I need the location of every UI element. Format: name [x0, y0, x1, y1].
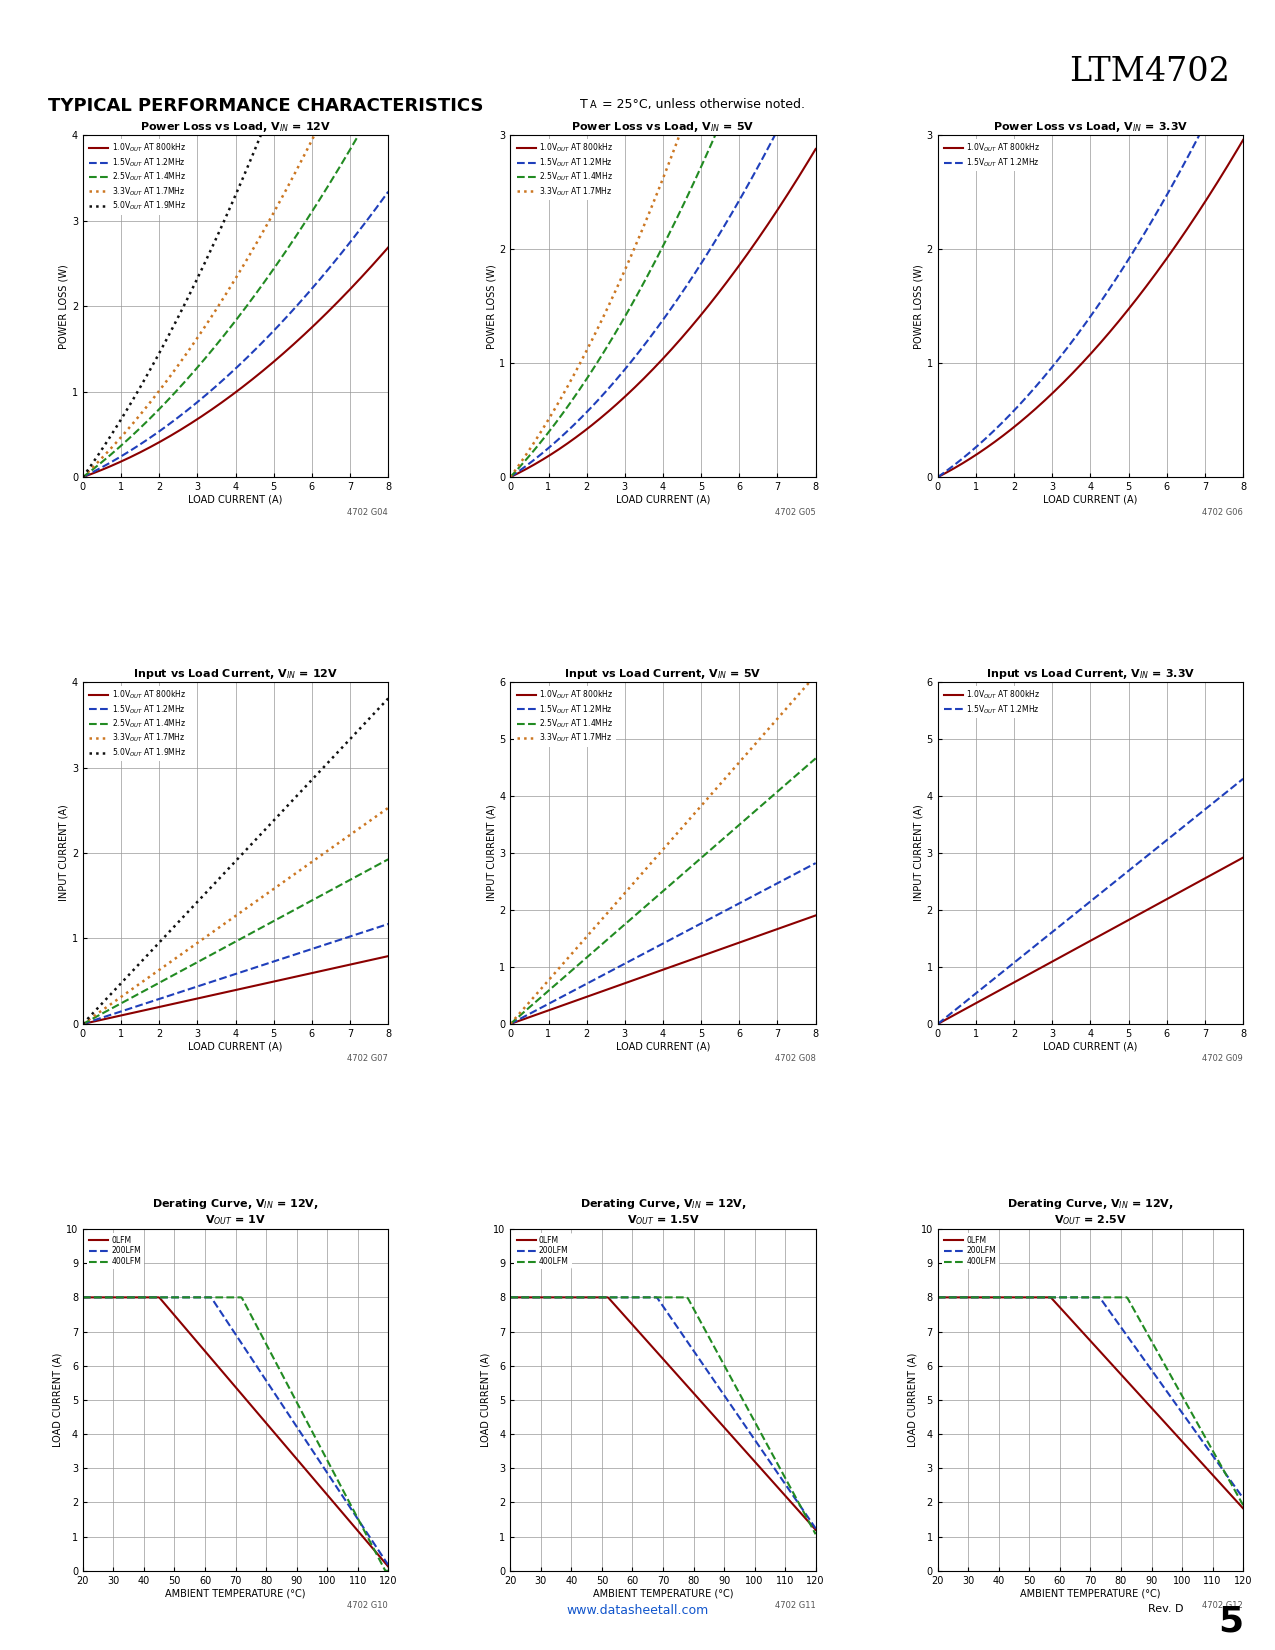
Legend: 0LFM, 200LFM, 400LFM: 0LFM, 200LFM, 400LFM	[942, 1233, 1000, 1269]
Text: 4702 G05: 4702 G05	[775, 508, 816, 516]
Text: A: A	[590, 101, 597, 111]
Y-axis label: POWER LOSS (W): POWER LOSS (W)	[59, 264, 69, 348]
Title: Power Loss vs Load, V$_{IN}$ = 12V: Power Loss vs Load, V$_{IN}$ = 12V	[140, 120, 332, 134]
Legend: 1.0V$_{OUT}$ AT 800kHz, 1.5V$_{OUT}$ AT 1.2MHz, 2.5V$_{OUT}$ AT 1.4MHz, 3.3V$_{O: 1.0V$_{OUT}$ AT 800kHz, 1.5V$_{OUT}$ AT …	[87, 139, 189, 215]
Y-axis label: LOAD CURRENT (A): LOAD CURRENT (A)	[908, 1353, 918, 1447]
Legend: 1.0V$_{OUT}$ AT 800kHz, 1.5V$_{OUT}$ AT 1.2MHz: 1.0V$_{OUT}$ AT 800kHz, 1.5V$_{OUT}$ AT …	[942, 686, 1043, 718]
Text: T: T	[580, 99, 588, 111]
Text: TYPICAL PERFORMANCE CHARACTERISTICS: TYPICAL PERFORMANCE CHARACTERISTICS	[48, 97, 484, 116]
X-axis label: LOAD CURRENT (A): LOAD CURRENT (A)	[1043, 495, 1137, 505]
X-axis label: AMBIENT TEMPERATURE (°C): AMBIENT TEMPERATURE (°C)	[593, 1589, 733, 1599]
Legend: 0LFM, 200LFM, 400LFM: 0LFM, 200LFM, 400LFM	[87, 1233, 144, 1269]
Title: Power Loss vs Load, V$_{IN}$ = 5V: Power Loss vs Load, V$_{IN}$ = 5V	[571, 120, 755, 134]
Text: 4702 G07: 4702 G07	[347, 1054, 388, 1064]
Title: Derating Curve, V$_{IN}$ = 12V,
V$_{OUT}$ = 1V: Derating Curve, V$_{IN}$ = 12V, V$_{OUT}…	[152, 1198, 319, 1228]
Y-axis label: POWER LOSS (W): POWER LOSS (W)	[914, 264, 924, 348]
X-axis label: LOAD CURRENT (A): LOAD CURRENT (A)	[1043, 1041, 1137, 1051]
Y-axis label: INPUT CURRENT (A): INPUT CURRENT (A)	[59, 805, 69, 901]
Y-axis label: POWER LOSS (W): POWER LOSS (W)	[487, 264, 496, 348]
Text: 4702 G10: 4702 G10	[348, 1602, 388, 1610]
Text: 4702 G06: 4702 G06	[1202, 508, 1243, 516]
Title: Input vs Load Current, V$_{IN}$ = 5V: Input vs Load Current, V$_{IN}$ = 5V	[565, 667, 761, 680]
Text: Rev. D: Rev. D	[1148, 1604, 1183, 1614]
Text: 5: 5	[1218, 1604, 1243, 1638]
Text: 4702 G09: 4702 G09	[1202, 1054, 1243, 1064]
Y-axis label: INPUT CURRENT (A): INPUT CURRENT (A)	[914, 805, 924, 901]
Text: 4702 G04: 4702 G04	[348, 508, 388, 516]
Legend: 1.0V$_{OUT}$ AT 800kHz, 1.5V$_{OUT}$ AT 1.2MHz, 2.5V$_{OUT}$ AT 1.4MHz, 3.3V$_{O: 1.0V$_{OUT}$ AT 800kHz, 1.5V$_{OUT}$ AT …	[514, 686, 616, 747]
Legend: 1.0V$_{OUT}$ AT 800kHz, 1.5V$_{OUT}$ AT 1.2MHz, 2.5V$_{OUT}$ AT 1.4MHz, 3.3V$_{O: 1.0V$_{OUT}$ AT 800kHz, 1.5V$_{OUT}$ AT …	[514, 139, 616, 200]
Title: Derating Curve, V$_{IN}$ = 12V,
V$_{OUT}$ = 1.5V: Derating Curve, V$_{IN}$ = 12V, V$_{OUT}…	[580, 1198, 746, 1228]
Text: 4702 G11: 4702 G11	[775, 1602, 816, 1610]
X-axis label: LOAD CURRENT (A): LOAD CURRENT (A)	[616, 1041, 710, 1051]
Text: 4702 G08: 4702 G08	[775, 1054, 816, 1064]
X-axis label: LOAD CURRENT (A): LOAD CURRENT (A)	[189, 495, 283, 505]
Y-axis label: LOAD CURRENT (A): LOAD CURRENT (A)	[54, 1353, 62, 1447]
X-axis label: LOAD CURRENT (A): LOAD CURRENT (A)	[189, 1041, 283, 1051]
Title: Input vs Load Current, V$_{IN}$ = 12V: Input vs Load Current, V$_{IN}$ = 12V	[133, 667, 338, 680]
Title: Input vs Load Current, V$_{IN}$ = 3.3V: Input vs Load Current, V$_{IN}$ = 3.3V	[986, 667, 1195, 680]
Text: www.datasheetall.com: www.datasheetall.com	[566, 1604, 709, 1617]
Legend: 1.0V$_{OUT}$ AT 800kHz, 1.5V$_{OUT}$ AT 1.2MHz, 2.5V$_{OUT}$ AT 1.4MHz, 3.3V$_{O: 1.0V$_{OUT}$ AT 800kHz, 1.5V$_{OUT}$ AT …	[87, 686, 189, 761]
Text: LTM4702: LTM4702	[1070, 56, 1230, 87]
Y-axis label: LOAD CURRENT (A): LOAD CURRENT (A)	[481, 1353, 491, 1447]
Text: = 25°C, unless otherwise noted.: = 25°C, unless otherwise noted.	[598, 99, 805, 111]
Title: Power Loss vs Load, V$_{IN}$ = 3.3V: Power Loss vs Load, V$_{IN}$ = 3.3V	[993, 120, 1188, 134]
Text: 4702 G12: 4702 G12	[1202, 1602, 1243, 1610]
X-axis label: LOAD CURRENT (A): LOAD CURRENT (A)	[616, 495, 710, 505]
Title: Derating Curve, V$_{IN}$ = 12V,
V$_{OUT}$ = 2.5V: Derating Curve, V$_{IN}$ = 12V, V$_{OUT}…	[1007, 1198, 1174, 1228]
Legend: 1.0V$_{OUT}$ AT 800kHz, 1.5V$_{OUT}$ AT 1.2MHz: 1.0V$_{OUT}$ AT 800kHz, 1.5V$_{OUT}$ AT …	[942, 139, 1043, 172]
Legend: 0LFM, 200LFM, 400LFM: 0LFM, 200LFM, 400LFM	[514, 1233, 571, 1269]
Y-axis label: INPUT CURRENT (A): INPUT CURRENT (A)	[487, 805, 496, 901]
X-axis label: AMBIENT TEMPERATURE (°C): AMBIENT TEMPERATURE (°C)	[166, 1589, 306, 1599]
X-axis label: AMBIENT TEMPERATURE (°C): AMBIENT TEMPERATURE (°C)	[1020, 1589, 1160, 1599]
